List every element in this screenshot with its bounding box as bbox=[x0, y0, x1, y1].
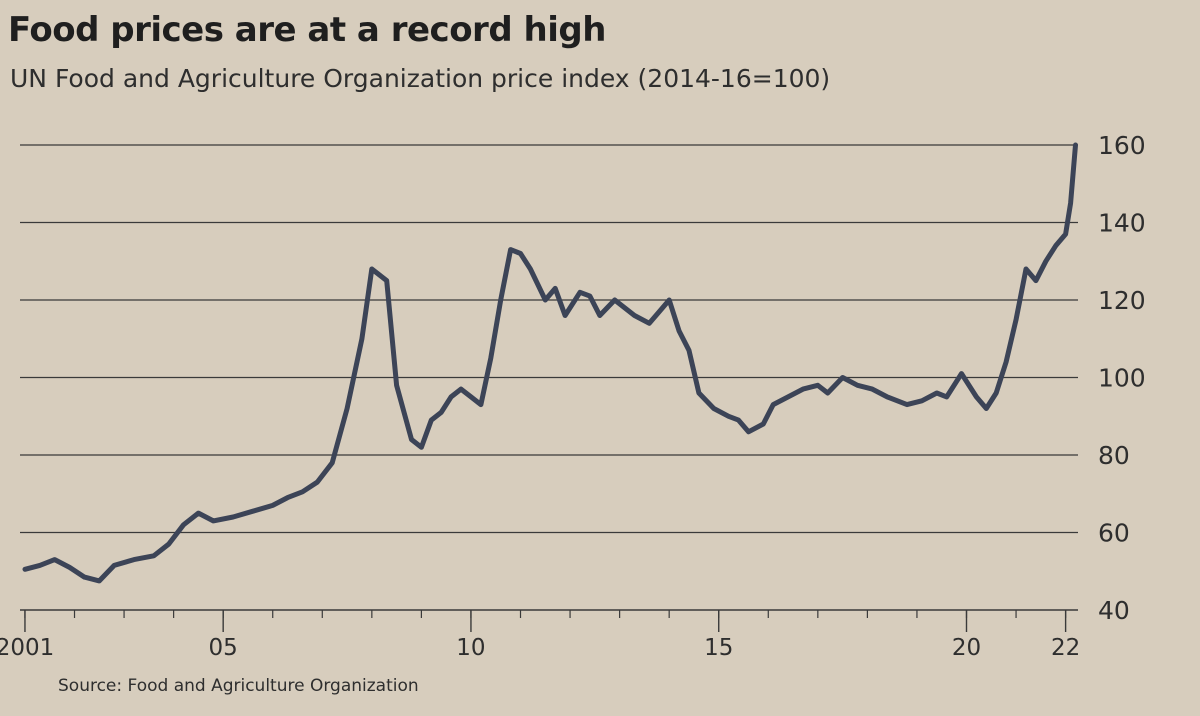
y-tick-label-120: 120 bbox=[1098, 286, 1146, 315]
x-tick-label-20: 20 bbox=[952, 635, 981, 661]
x-tick-label-05: 05 bbox=[209, 635, 238, 661]
series-group bbox=[22, 142, 1078, 584]
chart-subtitle: UN Food and Agriculture Organization pri… bbox=[10, 64, 831, 93]
x-tick-label-10: 10 bbox=[456, 635, 485, 661]
y-tick-label-100: 100 bbox=[1098, 364, 1146, 393]
gridlines bbox=[20, 144, 1078, 534]
y-tick-labels: 40 60 80 100 120 140 160 bbox=[1098, 131, 1146, 625]
x-tick-label-22: 22 bbox=[1051, 635, 1080, 661]
x-tick-label-15: 15 bbox=[704, 635, 733, 661]
y-tick-label-40: 40 bbox=[1098, 596, 1130, 625]
chart-title: Food prices are at a record high bbox=[8, 10, 606, 50]
source-note: Source: Food and Agriculture Organizatio… bbox=[58, 676, 419, 696]
x-tick-labels: 2001 05 10 15 20 22 bbox=[0, 635, 1080, 661]
x-axis bbox=[20, 609, 1078, 632]
x-tick-label-2001: 2001 bbox=[0, 635, 54, 661]
series-line-0 bbox=[22, 142, 1078, 584]
y-tick-label-60: 60 bbox=[1098, 519, 1130, 548]
y-tick-label-80: 80 bbox=[1098, 441, 1130, 470]
y-tick-label-140: 140 bbox=[1098, 209, 1146, 238]
y-tick-label-160: 160 bbox=[1098, 131, 1146, 160]
